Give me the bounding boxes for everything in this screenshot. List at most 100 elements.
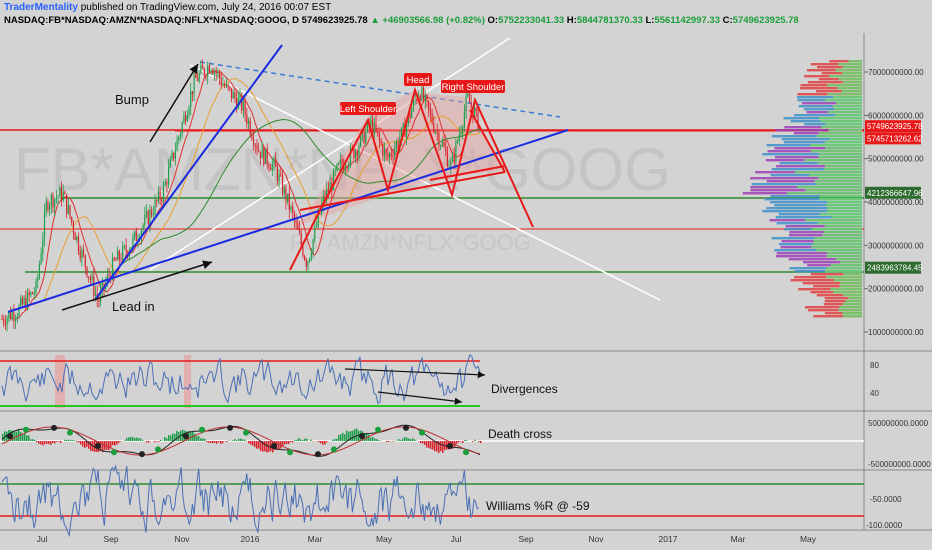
- volume-profile-bar: [804, 159, 862, 162]
- candle-body: [94, 293, 97, 296]
- macd-bar: [26, 435, 28, 441]
- macd-bar: [388, 441, 390, 442]
- macd-bar: [134, 437, 136, 441]
- candle-body: [406, 124, 408, 137]
- macd-bar: [212, 441, 214, 444]
- macd-bar: [124, 440, 126, 441]
- candle-body: [21, 298, 23, 305]
- volume-profile-bar: [819, 195, 862, 198]
- macd-bar: [434, 441, 436, 452]
- candle-body: [470, 102, 472, 108]
- macd-bar: [294, 439, 296, 441]
- cross-dot: [287, 449, 293, 456]
- candle-body: [322, 196, 324, 205]
- candle-body: [360, 134, 362, 147]
- neckline[interactable]: [299, 171, 506, 211]
- divergence-arrow[interactable]: [344, 368, 486, 379]
- volume-profile-bar: [841, 90, 862, 93]
- macd-bar: [296, 439, 298, 441]
- volume-profile-bar: [825, 204, 862, 207]
- volume-profile-bar: [789, 267, 862, 270]
- blue-trend-line[interactable]: [7, 129, 569, 313]
- signal-line[interactable]: [1, 426, 481, 456]
- macd-bar: [208, 441, 210, 443]
- main-pane[interactable]: [0, 33, 864, 351]
- divergence-arrow[interactable]: [377, 391, 463, 405]
- dashed-trend-line[interactable]: [199, 61, 561, 118]
- candle-body: [18, 306, 20, 317]
- candle-body: [186, 115, 188, 122]
- candle-body: [411, 109, 413, 119]
- candle-body: [310, 253, 312, 259]
- volume-profile-bar: [812, 243, 862, 246]
- macd-bar: [398, 439, 400, 441]
- volume-profile-bar: [832, 105, 862, 108]
- volume-profile-bar: [842, 66, 862, 69]
- rsi-line[interactable]: [1, 353, 481, 405]
- bump-arrow[interactable]: [149, 63, 199, 143]
- candle-body: [253, 138, 255, 146]
- white-trend-line[interactable]: [149, 37, 511, 271]
- candle-body: [314, 226, 316, 240]
- candle-body: [40, 253, 42, 265]
- volume-profile-bar: [775, 165, 862, 168]
- candle-body: [365, 131, 367, 144]
- candle-body: [159, 191, 161, 201]
- macd-bar: [320, 441, 322, 444]
- macd-bar: [310, 439, 312, 441]
- macd-bar: [80, 441, 82, 445]
- candle-body: [409, 114, 411, 119]
- volume-profile-bar: [804, 108, 862, 111]
- macd-bar: [334, 438, 336, 441]
- volume-profile-bar: [774, 204, 862, 207]
- volume-profile-bar: [829, 138, 862, 141]
- candle-body: [317, 212, 319, 227]
- macd-bar: [466, 440, 468, 441]
- macd-bar: [300, 439, 302, 441]
- candle-body: [196, 78, 199, 81]
- candle-body: [287, 193, 289, 202]
- macd-bar: [456, 441, 458, 444]
- author-name[interactable]: TraderMentality: [4, 2, 78, 13]
- cross-dot: [331, 446, 337, 453]
- white-trend-line[interactable]: [189, 64, 661, 301]
- macd-line[interactable]: [1, 424, 481, 457]
- head-shoulders-line[interactable]: [289, 86, 534, 271]
- candle-body: [276, 166, 278, 182]
- macd-bar: [286, 441, 288, 444]
- candle-body: [120, 259, 122, 261]
- volume-profile-bar: [811, 246, 862, 249]
- macd-bar: [442, 441, 444, 453]
- blue-trend-line[interactable]: [94, 44, 283, 301]
- candle-body: [458, 134, 460, 142]
- candle-body: [414, 99, 416, 101]
- lead-in-arrow[interactable]: [61, 260, 213, 311]
- volume-profile-bar: [799, 87, 862, 90]
- macd-bar: [420, 441, 422, 444]
- candle-body: [3, 319, 5, 323]
- projection-line[interactable]: [469, 109, 506, 173]
- macd-bar: [304, 438, 306, 441]
- macd-bar: [154, 441, 156, 443]
- right-shoulder-box: [441, 80, 505, 93]
- macd-bar: [68, 439, 70, 441]
- macd-bar: [66, 439, 68, 441]
- volume-profile-bar: [798, 288, 862, 291]
- candle-body: [397, 141, 399, 147]
- volume-profile-bar: [827, 93, 862, 96]
- volume-profile-bar: [835, 258, 862, 261]
- williams-line[interactable]: [1, 464, 479, 538]
- macd-bar: [70, 440, 72, 441]
- neckline[interactable]: [429, 165, 506, 181]
- candle-body: [115, 259, 117, 261]
- macd-bar: [438, 441, 440, 453]
- volume-profile-bar: [835, 69, 862, 72]
- macd-bar: [290, 441, 292, 443]
- slow-ma-line: [120, 118, 480, 265]
- macd-bar: [108, 441, 110, 451]
- macd-bar: [464, 439, 466, 441]
- candle-body: [280, 174, 282, 176]
- open-label: O:: [487, 15, 499, 26]
- candle-body: [47, 201, 49, 211]
